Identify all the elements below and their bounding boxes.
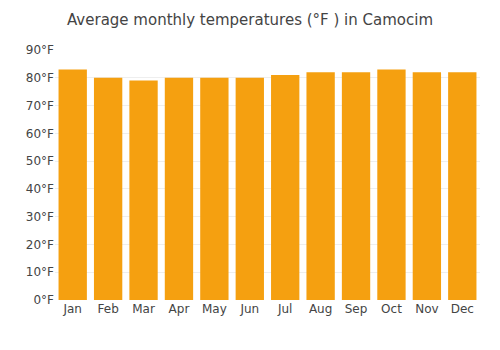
svg-text:Average monthly temperatures (: Average monthly temperatures (°F ) in Ca… <box>67 11 433 29</box>
svg-text:Dec: Dec <box>451 302 474 316</box>
svg-text:80°F: 80°F <box>26 71 54 85</box>
svg-text:Mar: Mar <box>132 302 155 316</box>
svg-text:60°F: 60°F <box>26 127 54 141</box>
svg-text:70°F: 70°F <box>26 99 54 113</box>
svg-text:0°F: 0°F <box>33 293 54 307</box>
svg-text:Jan: Jan <box>62 302 82 316</box>
svg-text:40°F: 40°F <box>26 182 54 196</box>
svg-text:Apr: Apr <box>169 302 190 316</box>
svg-text:90°F: 90°F <box>26 43 54 57</box>
svg-text:Oct: Oct <box>381 302 402 316</box>
svg-text:50°F: 50°F <box>26 154 54 168</box>
svg-text:Sep: Sep <box>345 302 368 316</box>
svg-text:20°F: 20°F <box>26 238 54 252</box>
svg-text:Aug: Aug <box>309 302 332 316</box>
svg-text:30°F: 30°F <box>26 210 54 224</box>
svg-text:Feb: Feb <box>98 302 119 316</box>
svg-text:May: May <box>202 302 227 316</box>
svg-text:10°F: 10°F <box>26 265 54 279</box>
svg-text:Jul: Jul <box>277 302 292 316</box>
svg-text:Jun: Jun <box>239 302 259 316</box>
svg-text:Nov: Nov <box>415 302 438 316</box>
